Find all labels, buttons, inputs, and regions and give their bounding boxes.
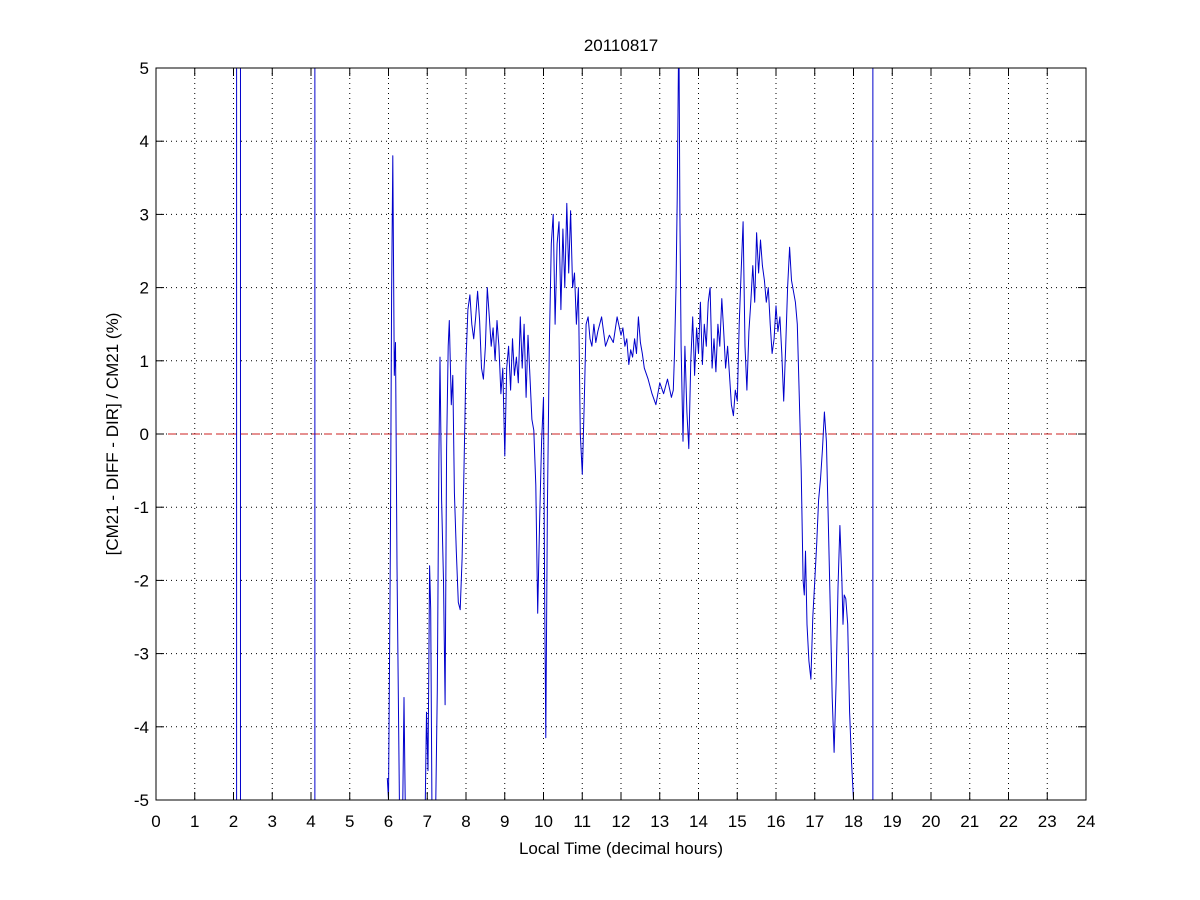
- y-tick-label: 5: [140, 59, 149, 78]
- x-tick-label: 21: [960, 812, 979, 831]
- x-tick-label: 2: [229, 812, 238, 831]
- tick-layer: 0 1 2 3 4 5 6 7 8 9 10 11 12 13 14 15 16 17 18 19 20 21 22 23 24…: [134, 59, 1096, 831]
- x-tick-label: 9: [500, 812, 509, 831]
- y-tick-label: 4: [140, 132, 149, 151]
- y-axis-label: [CM21 - DIFF - DIR] / CM21 (%): [103, 313, 122, 556]
- x-tick-label: 14: [689, 812, 708, 831]
- series-line: [386, 155, 406, 801]
- x-tick-label: 23: [1038, 812, 1057, 831]
- x-tick-label: 19: [883, 812, 902, 831]
- y-tick-label: 0: [140, 425, 149, 444]
- x-tick-label: 12: [612, 812, 631, 831]
- x-tick-label: 11: [573, 812, 591, 831]
- y-tick-label: -1: [134, 498, 149, 517]
- x-axis-label: Local Time (decimal hours): [519, 839, 723, 858]
- y-tick-label: 2: [140, 279, 149, 298]
- y-tick-label: 1: [140, 352, 149, 371]
- x-tick-label: 5: [345, 812, 354, 831]
- x-tick-label: 20: [922, 812, 941, 831]
- x-tick-label: 13: [650, 812, 669, 831]
- x-tick-label: 4: [306, 812, 315, 831]
- y-tick-label: -4: [134, 718, 149, 737]
- y-tick-label: 3: [140, 205, 149, 224]
- x-tick-label: 6: [384, 812, 393, 831]
- x-tick-label: 16: [767, 812, 786, 831]
- x-tick-label: 3: [268, 812, 277, 831]
- x-tick-label: 8: [461, 812, 470, 831]
- x-tick-label: 18: [844, 812, 863, 831]
- x-tick-label: 24: [1077, 812, 1096, 831]
- x-tick-label: 17: [805, 812, 824, 831]
- x-tick-label: 1: [190, 812, 199, 831]
- series-layer: [236, 67, 874, 801]
- x-tick-label: 10: [534, 812, 553, 831]
- x-tick-label: 0: [151, 812, 160, 831]
- x-tick-label: 7: [423, 812, 432, 831]
- x-tick-label: 22: [999, 812, 1018, 831]
- y-tick-label: -2: [134, 571, 149, 590]
- y-tick-label: -5: [134, 791, 149, 810]
- y-tick-label: -3: [134, 645, 149, 664]
- x-tick-label: 15: [728, 812, 747, 831]
- series-line: [424, 67, 854, 801]
- chart-title: 20110817: [584, 36, 658, 55]
